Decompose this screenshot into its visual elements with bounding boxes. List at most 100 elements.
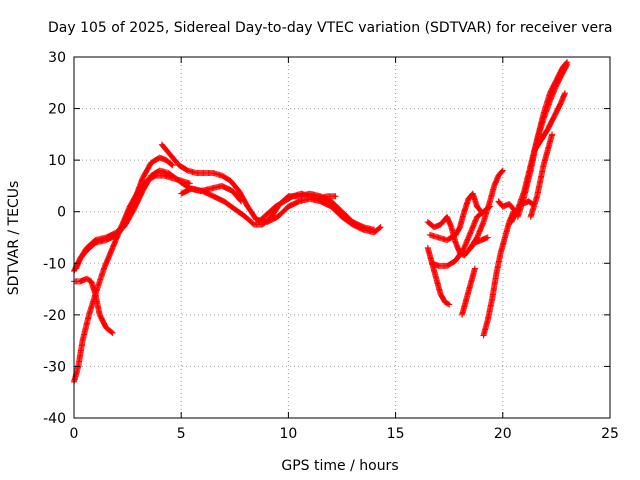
series-arc-19: [527, 131, 556, 220]
series-trace-segment: [461, 230, 474, 250]
series-trace-segment: [282, 193, 295, 204]
series-trace-segment: [170, 175, 183, 184]
series-trace-segment: [211, 193, 227, 204]
series-arc-17: [514, 59, 571, 220]
series-trace-segment: [560, 60, 570, 70]
x-tick-label: 20: [494, 426, 512, 442]
series-trace-segment: [528, 194, 540, 219]
series-trace-segment: [526, 199, 535, 207]
series-trace-segment: [553, 65, 566, 83]
series-trace-segment: [299, 191, 312, 199]
series-trace-segment: [164, 157, 175, 168]
series-trace-segment: [534, 163, 547, 199]
series-trace-segment: [220, 173, 233, 184]
series-trace-segment: [123, 207, 137, 227]
series-trace-segment: [463, 282, 474, 302]
y-tick-label: -10: [43, 256, 66, 272]
series-trace-segment: [532, 137, 544, 152]
series-trace-segment: [502, 220, 512, 240]
series-trace-segment: [75, 338, 86, 369]
x-tick-label: 0: [70, 426, 79, 442]
series-trace-segment: [78, 248, 90, 261]
series-trace-segment: [136, 178, 150, 194]
series-trace-segment: [127, 189, 141, 209]
series-trace-segment: [157, 167, 171, 176]
series-trace-segment: [459, 297, 470, 317]
series-trace-segment: [260, 214, 274, 227]
series-trace-segment: [558, 91, 568, 106]
series-arc-13: [467, 167, 506, 251]
series-trace-segment: [491, 173, 502, 188]
series-trace-segment: [73, 256, 83, 271]
series-trace-segment: [515, 194, 527, 219]
plot-frame: [73, 56, 611, 419]
series-arc-14: [480, 208, 517, 339]
y-tick-label: -20: [43, 308, 66, 324]
series-trace-segment: [489, 271, 500, 302]
series-arc-11: [426, 190, 485, 244]
series-trace-segment: [493, 251, 504, 276]
series-trace-segment: [97, 312, 109, 330]
series-trace-segment: [438, 292, 448, 304]
series-trace-segment: [521, 168, 534, 199]
y-tick-label: -30: [43, 359, 66, 375]
series-arc-12: [459, 265, 478, 318]
series-trace-segment: [232, 206, 248, 220]
series-trace-segment: [534, 111, 547, 142]
series-trace-segment: [433, 276, 444, 297]
series-trace-segment: [318, 198, 334, 210]
series-trace-segment: [71, 364, 81, 384]
series-trace-segment: [461, 248, 471, 258]
series-trace-segment: [474, 220, 487, 240]
data-marks: [71, 59, 571, 385]
series-trace-segment: [211, 170, 224, 179]
series-trace-segment: [442, 299, 452, 307]
series-arc-2: [73, 167, 245, 272]
series-trace-segment: [329, 199, 345, 214]
series-trace-segment: [162, 172, 175, 181]
series-trace-segment: [551, 101, 564, 119]
series-trace-segment: [93, 237, 108, 246]
series-trace-segment: [325, 193, 338, 200]
series-trace-segment: [168, 152, 182, 168]
x-tick-label: 10: [279, 426, 297, 442]
series-trace-segment: [468, 215, 480, 235]
series-trace-segment: [177, 162, 190, 173]
series-trace-segment: [432, 222, 443, 230]
series-trace-segment: [243, 214, 257, 227]
series-trace-segment: [480, 199, 493, 224]
series-trace-segment: [273, 199, 287, 209]
series-trace-segment: [275, 204, 291, 220]
series-trace-segment: [110, 225, 124, 250]
series-trace-segment: [104, 325, 115, 336]
series-trace-segment: [361, 224, 376, 233]
y-tick-label: -40: [43, 411, 66, 427]
series-arc-9: [424, 244, 453, 308]
x-tick-label: 5: [177, 426, 186, 442]
series-trace-segment: [228, 178, 242, 194]
series-trace-segment: [220, 183, 235, 194]
y-tick-label: 20: [48, 102, 66, 118]
y-tick-label: 0: [57, 205, 66, 221]
series-arc-18: [531, 90, 568, 153]
series-trace-segment: [236, 189, 251, 209]
series-trace-segment: [468, 235, 480, 250]
series-trace-segment: [457, 209, 467, 229]
series-trace-segment: [453, 245, 467, 263]
x-tick-label: 25: [601, 426, 619, 442]
series-trace-segment: [480, 318, 491, 338]
x-tick-label: 15: [387, 426, 405, 442]
series-trace-segment: [140, 160, 154, 181]
series-trace-segment: [485, 297, 495, 322]
series-trace-segment: [118, 204, 133, 230]
series-trace-segment: [339, 209, 355, 225]
series-trace-segment: [539, 127, 551, 142]
series-trace-segment: [461, 196, 472, 214]
series-trace-segment: [479, 234, 490, 243]
series-trace-segment: [445, 232, 458, 243]
series-trace-segment: [222, 199, 237, 212]
series-trace-segment: [86, 292, 99, 317]
series-trace-segment: [84, 276, 94, 284]
series-trace-segment: [453, 225, 463, 237]
